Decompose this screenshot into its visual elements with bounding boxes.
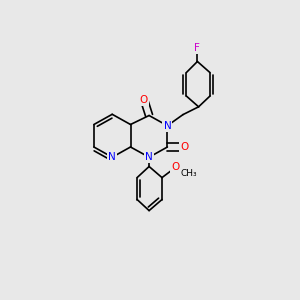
Text: N: N [108,152,116,162]
Text: F: F [194,43,200,53]
Text: O: O [171,162,180,172]
Text: N: N [164,121,171,131]
Text: O: O [180,142,189,152]
Text: N: N [145,152,153,162]
Text: O: O [140,94,148,105]
Text: CH₃: CH₃ [180,169,197,178]
